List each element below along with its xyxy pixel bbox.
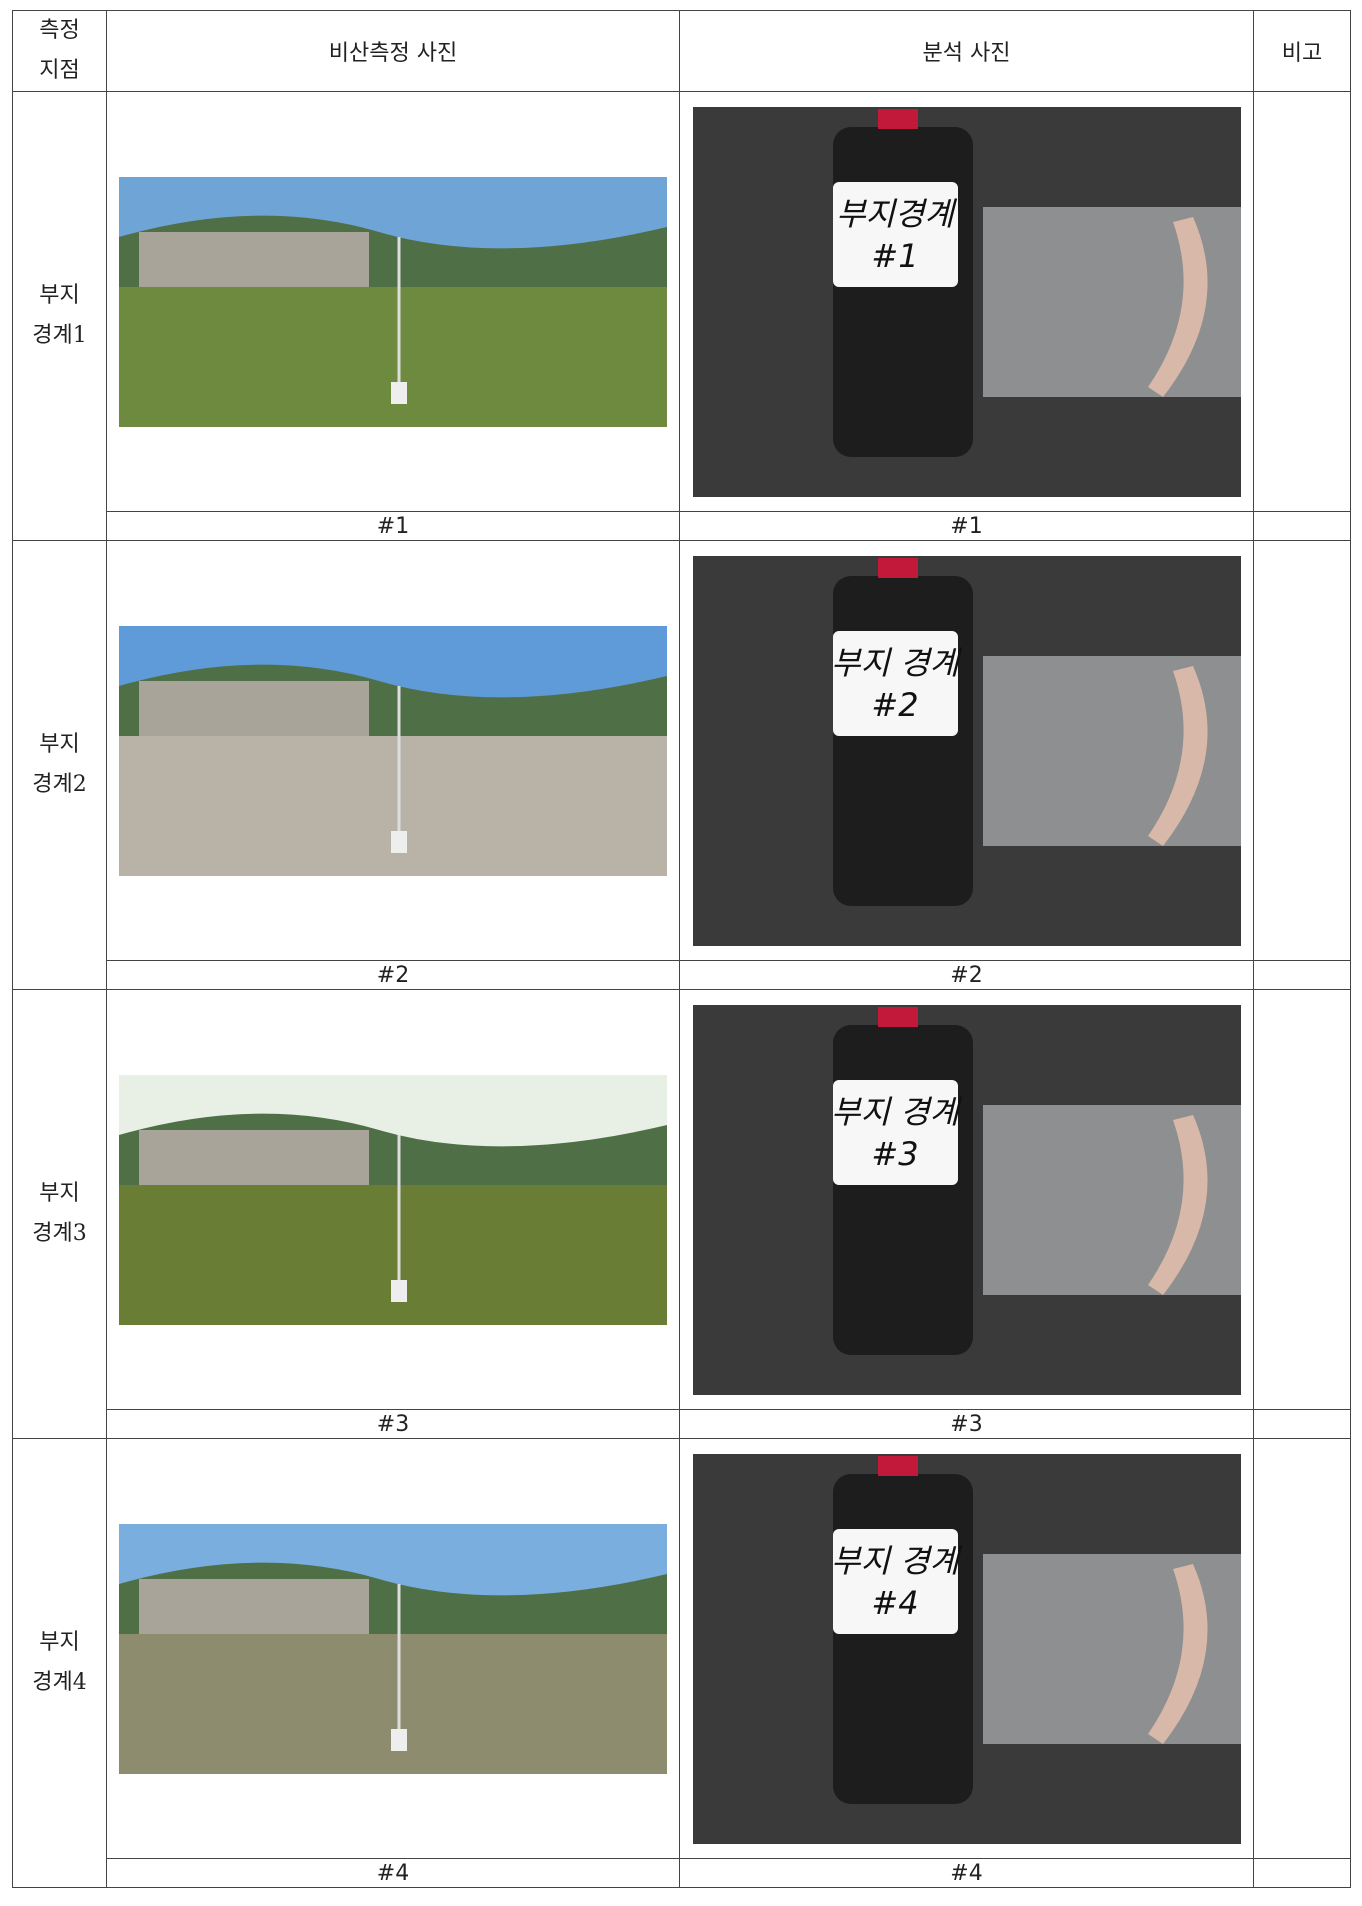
caption-row: #1 #1	[13, 511, 1351, 541]
ground	[119, 735, 667, 876]
caption-row: #3 #3	[13, 1409, 1351, 1439]
field-photo-cell	[106, 540, 680, 961]
bottle-label-paper	[832, 181, 958, 287]
bottle-cap	[877, 557, 918, 578]
ground	[119, 286, 667, 427]
field-caption: #4	[106, 1858, 680, 1888]
bottle-label: #4	[871, 1584, 918, 1622]
bottle	[832, 1024, 973, 1355]
analysis-photo-cell: 부지 경계 #2	[679, 540, 1254, 961]
bottle-label: 부지 경계	[831, 1093, 962, 1131]
analysis-photo-cell: 부지경계 #1	[679, 91, 1254, 512]
bottle-label: #1	[871, 237, 918, 275]
building	[139, 680, 369, 736]
point-line: 부지	[39, 1181, 80, 1206]
field-photo	[119, 625, 667, 876]
remark-cell	[1253, 91, 1351, 512]
point-line: 경계2	[32, 772, 87, 797]
header-line: 측정	[39, 18, 80, 43]
bottle-cap	[877, 1006, 918, 1027]
remark-cell	[1253, 1438, 1351, 1859]
bottle	[832, 1473, 973, 1804]
building	[139, 1578, 369, 1634]
header-cell: 분석 사진	[679, 10, 1254, 92]
analysis-caption: #1	[679, 511, 1254, 541]
bottle-label-paper	[832, 1079, 958, 1185]
clamp	[1147, 216, 1208, 397]
remark-cell	[1253, 989, 1351, 1410]
bottle-label: 부지 경계	[831, 1542, 962, 1580]
bottle-label: #2	[871, 686, 918, 724]
bottle-label-paper	[832, 1528, 958, 1634]
field-caption: #2	[106, 960, 680, 990]
photo-table: 측정 지점 비산측정 사진 분석 사진 비고 부지 경계1 부지경계 #1 #1 #1 부지 경…	[12, 10, 1351, 1888]
header-cell: 비산측정 사진	[106, 10, 680, 92]
caption-row: #4 #4	[13, 1858, 1351, 1888]
building	[139, 231, 369, 287]
analysis-caption: #2	[679, 960, 1254, 990]
field-caption: #3	[106, 1409, 680, 1439]
point-line: 부지	[39, 283, 80, 308]
point-line: 경계4	[32, 1670, 87, 1695]
header-line: 지점	[39, 58, 80, 83]
analysis-photo-cell: 부지 경계 #3	[679, 989, 1254, 1410]
analysis-caption: #3	[679, 1409, 1254, 1439]
remark-cell	[1253, 540, 1351, 961]
bottle-label: 부지 경계	[831, 644, 962, 682]
sampler	[391, 830, 407, 853]
header-cell: 비고	[1253, 10, 1351, 92]
point-line: 부지	[39, 732, 80, 757]
analysis-caption: #4	[679, 1858, 1254, 1888]
bottle-cap	[877, 108, 918, 129]
remark-cell	[1253, 960, 1351, 990]
remark-cell	[1253, 1409, 1351, 1439]
bottle-cap	[877, 1455, 918, 1476]
analysis-photo: 부지 경계 #4	[692, 1453, 1241, 1844]
field-photo-cell	[106, 989, 680, 1410]
field-photo	[119, 1074, 667, 1325]
ground	[119, 1184, 667, 1325]
bottle-label: #3	[871, 1135, 918, 1173]
sampler	[391, 1279, 407, 1302]
ground	[119, 1633, 667, 1774]
clamp	[1147, 1114, 1208, 1295]
point-line: 경계3	[32, 1221, 87, 1246]
sampler	[391, 381, 407, 404]
analysis-photo: 부지 경계 #2	[692, 555, 1241, 946]
bottle-label: 부지경계	[836, 195, 957, 233]
remark-cell	[1253, 1858, 1351, 1888]
bottle-label-paper	[832, 630, 958, 736]
clamp	[1147, 1563, 1208, 1744]
bottle	[832, 126, 973, 457]
field-photo	[119, 176, 667, 427]
remark-cell	[1253, 511, 1351, 541]
point-line: 경계1	[32, 323, 87, 348]
table-body: 측정 지점 비산측정 사진 분석 사진 비고 부지 경계1 부지경계 #1 #1 #1 부지 경…	[12, 10, 1351, 1888]
bottle	[832, 575, 973, 906]
point-line: 부지	[39, 1630, 80, 1655]
analysis-photo: 부지경계 #1	[692, 106, 1241, 497]
sampler	[391, 1728, 407, 1751]
analysis-photo: 부지 경계 #3	[692, 1004, 1241, 1395]
field-photo	[119, 1523, 667, 1774]
field-caption: #1	[106, 511, 680, 541]
field-photo-cell	[106, 1438, 680, 1859]
building	[139, 1129, 369, 1185]
analysis-photo-cell: 부지 경계 #4	[679, 1438, 1254, 1859]
clamp	[1147, 665, 1208, 846]
field-photo-cell	[106, 91, 680, 512]
caption-row: #2 #2	[13, 960, 1351, 990]
